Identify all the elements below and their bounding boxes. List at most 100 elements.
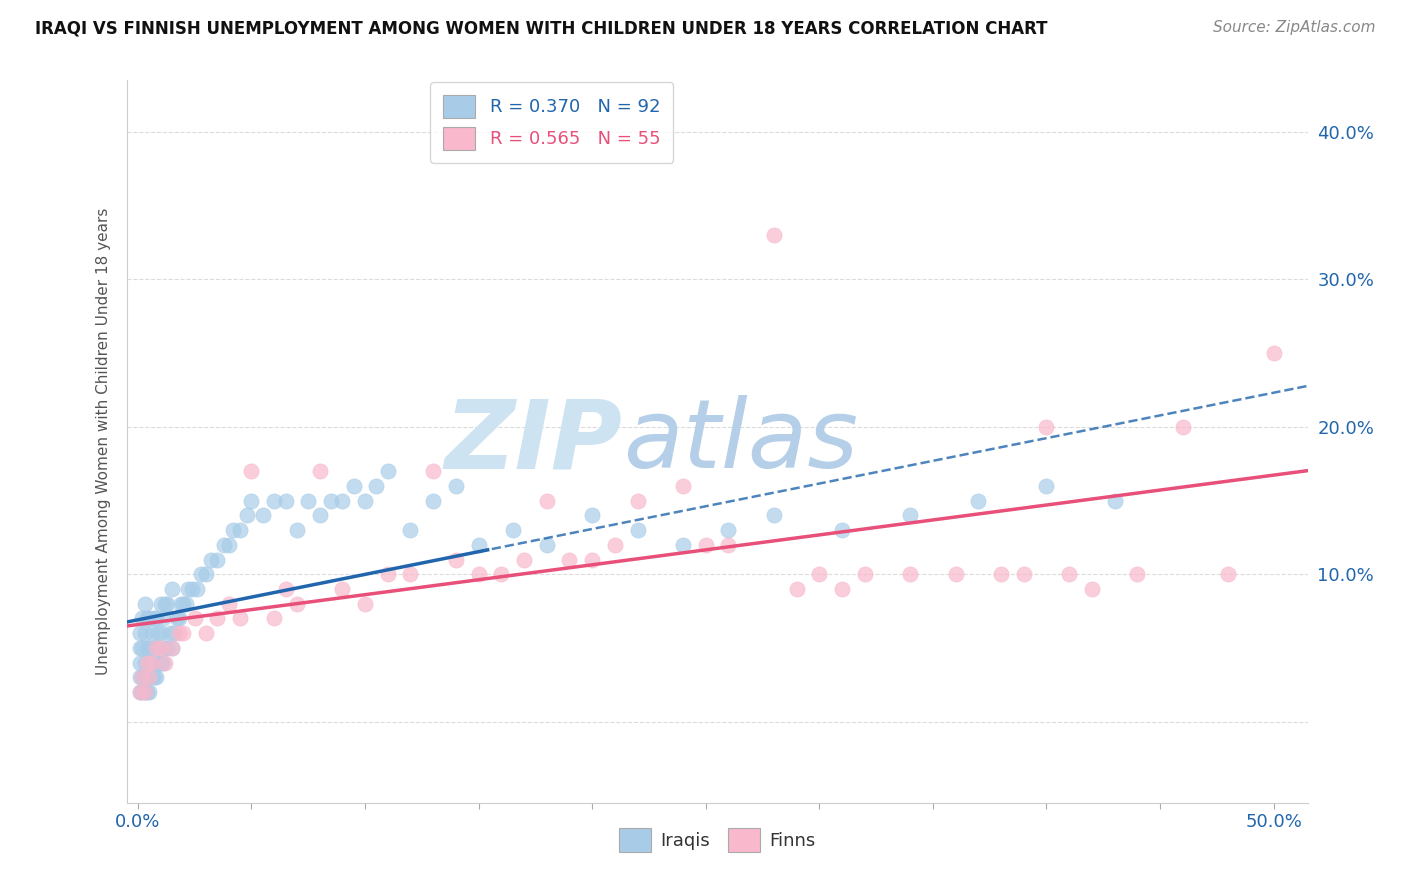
Point bbox=[1216, 567, 1239, 582]
Legend: Iraqis, Finns: Iraqis, Finns bbox=[612, 822, 823, 859]
Point bbox=[319, 493, 342, 508]
Point bbox=[967, 493, 990, 508]
Point bbox=[136, 656, 159, 670]
Text: atlas: atlas bbox=[623, 395, 858, 488]
Point bbox=[831, 523, 853, 537]
Point bbox=[672, 538, 695, 552]
Point bbox=[399, 523, 422, 537]
Point bbox=[1057, 567, 1080, 582]
Y-axis label: Unemployment Among Women with Children Under 18 years: Unemployment Among Women with Children U… bbox=[96, 208, 111, 675]
Point bbox=[240, 493, 263, 508]
Point bbox=[149, 626, 172, 640]
Point bbox=[145, 611, 167, 625]
Point bbox=[131, 611, 153, 625]
Point bbox=[136, 670, 159, 684]
Point bbox=[136, 640, 159, 655]
Point bbox=[138, 670, 160, 684]
Point bbox=[444, 552, 467, 566]
Point bbox=[252, 508, 274, 523]
Point bbox=[156, 640, 179, 655]
Point bbox=[181, 582, 204, 596]
Point bbox=[229, 611, 252, 625]
Point bbox=[1081, 582, 1104, 596]
Point bbox=[183, 611, 205, 625]
Point bbox=[134, 656, 156, 670]
Point bbox=[717, 538, 740, 552]
Point bbox=[366, 479, 388, 493]
Point bbox=[141, 656, 163, 670]
Point bbox=[131, 685, 153, 699]
Point bbox=[149, 640, 172, 655]
Point bbox=[195, 567, 218, 582]
Point bbox=[160, 640, 183, 655]
Point bbox=[138, 640, 160, 655]
Point bbox=[308, 464, 330, 478]
Point bbox=[274, 493, 297, 508]
Point bbox=[536, 538, 558, 552]
Point bbox=[149, 656, 172, 670]
Point bbox=[163, 626, 186, 640]
Point bbox=[467, 538, 489, 552]
Point bbox=[166, 611, 188, 625]
Point bbox=[343, 479, 366, 493]
Point bbox=[717, 523, 740, 537]
Point bbox=[195, 626, 218, 640]
Point bbox=[218, 597, 240, 611]
Point bbox=[148, 656, 170, 670]
Point bbox=[491, 567, 513, 582]
Point bbox=[190, 567, 212, 582]
Point bbox=[513, 552, 536, 566]
Point bbox=[422, 464, 444, 478]
Point bbox=[1126, 567, 1149, 582]
Point bbox=[399, 567, 422, 582]
Point bbox=[207, 552, 229, 566]
Point bbox=[131, 670, 153, 684]
Text: ZIP: ZIP bbox=[444, 395, 623, 488]
Point bbox=[142, 611, 165, 625]
Point bbox=[152, 656, 174, 670]
Point bbox=[603, 538, 626, 552]
Point bbox=[148, 626, 170, 640]
Point bbox=[212, 538, 235, 552]
Point bbox=[1035, 479, 1057, 493]
Point bbox=[142, 640, 165, 655]
Point bbox=[141, 656, 163, 670]
Point bbox=[626, 493, 648, 508]
Point bbox=[134, 685, 156, 699]
Point bbox=[236, 508, 259, 523]
Point bbox=[330, 582, 353, 596]
Point bbox=[1263, 346, 1285, 360]
Point bbox=[153, 640, 176, 655]
Point bbox=[134, 626, 156, 640]
Point bbox=[377, 464, 399, 478]
Point bbox=[308, 508, 330, 523]
Point bbox=[1035, 419, 1057, 434]
Point bbox=[129, 640, 152, 655]
Point bbox=[898, 508, 921, 523]
Point bbox=[152, 611, 174, 625]
Point bbox=[177, 582, 200, 596]
Point bbox=[354, 597, 377, 611]
Point bbox=[898, 567, 921, 582]
Point bbox=[377, 567, 399, 582]
Point bbox=[131, 640, 153, 655]
Point bbox=[672, 479, 695, 493]
Point bbox=[626, 523, 648, 537]
Point bbox=[990, 567, 1012, 582]
Point bbox=[444, 479, 467, 493]
Point bbox=[200, 552, 222, 566]
Point bbox=[274, 582, 297, 596]
Point bbox=[285, 597, 308, 611]
Point bbox=[853, 567, 876, 582]
Point bbox=[1104, 493, 1126, 508]
Point bbox=[263, 493, 285, 508]
Point bbox=[229, 523, 252, 537]
Point bbox=[153, 597, 176, 611]
Point bbox=[263, 611, 285, 625]
Point bbox=[159, 626, 181, 640]
Point bbox=[160, 582, 183, 596]
Point bbox=[467, 567, 489, 582]
Point bbox=[129, 685, 152, 699]
Point bbox=[129, 626, 152, 640]
Point bbox=[330, 493, 353, 508]
